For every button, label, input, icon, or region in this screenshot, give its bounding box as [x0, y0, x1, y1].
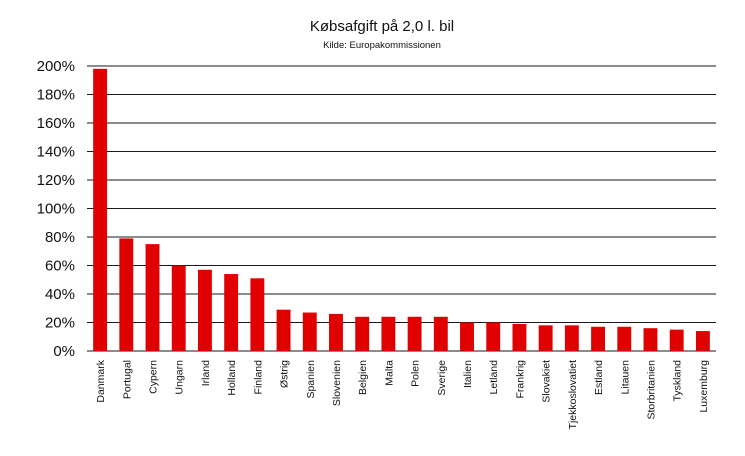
bar	[250, 278, 265, 351]
x-tick-label: Belgien	[357, 360, 369, 395]
y-tick-label: 20%	[45, 315, 75, 332]
x-tick-label: Danmark	[95, 359, 107, 402]
bar	[564, 325, 579, 351]
bar	[617, 326, 632, 351]
chart-subtitle: Kilde: Europakommissionen	[323, 40, 441, 51]
bar	[591, 326, 606, 351]
bar	[197, 269, 212, 351]
bar	[486, 322, 501, 351]
y-tick-label: 160%	[37, 115, 75, 132]
y-tick-label: 180%	[37, 87, 75, 104]
y-tick-label: 60%	[45, 258, 75, 275]
y-tick-label: 0%	[53, 343, 75, 360]
x-tick-label: Italien	[462, 360, 474, 388]
bar	[355, 316, 370, 351]
bar	[460, 322, 474, 351]
bar	[669, 329, 684, 351]
bar	[224, 274, 239, 351]
x-tick-label: Ungarn	[174, 360, 186, 395]
bar	[276, 309, 291, 351]
bar	[538, 325, 553, 351]
bars	[93, 68, 710, 351]
x-tick-label: Estland	[593, 360, 605, 395]
x-tick-label: Litauen	[619, 360, 631, 395]
x-tick-label: Luxemburg	[698, 360, 710, 413]
bar	[643, 328, 658, 351]
y-tick-label: 80%	[45, 229, 75, 246]
chart-title: Købsafgift på 2,0 l. bil	[310, 18, 454, 35]
bar	[302, 312, 317, 351]
y-tick-label: 100%	[37, 201, 75, 218]
bar	[171, 265, 186, 351]
gridlines	[87, 65, 716, 352]
y-tick-label: 200%	[37, 58, 75, 75]
x-tick-label: Irland	[200, 360, 212, 386]
bar	[93, 68, 108, 351]
bar	[407, 316, 422, 351]
y-tick-label: 140%	[37, 144, 75, 161]
x-tick-label: Letland	[488, 360, 500, 395]
x-tick-label: Slovakiet	[541, 360, 553, 403]
y-axis-ticks: 0% 20% 40% 60% 80% 100% 120% 140% 160% 180% 200%	[37, 58, 75, 360]
x-tick-label: Portugal	[121, 360, 133, 399]
x-tick-label: Tjekkoslovatiet	[567, 360, 579, 430]
bar	[329, 313, 343, 351]
x-tick-label: Polen	[410, 360, 422, 387]
x-tick-label: Malta	[383, 360, 395, 386]
x-tick-label: Spanien	[305, 360, 317, 399]
x-tick-label: Finland	[252, 360, 264, 395]
bar	[381, 316, 396, 351]
x-tick-label: Cypern	[148, 360, 160, 394]
bar	[433, 316, 448, 351]
bar	[512, 323, 527, 351]
x-tick-label: Tyskland	[672, 360, 684, 402]
y-tick-label: 40%	[45, 286, 75, 303]
x-tick-label: Sverige	[436, 360, 448, 396]
x-axis-ticks: Danmark Portugal Cypern Ungarn Irland Holland…	[95, 359, 710, 429]
y-tick-label: 120%	[37, 172, 75, 189]
x-tick-label: Østrig	[279, 360, 291, 388]
bar	[119, 238, 134, 351]
x-tick-label: Storbritanien	[645, 360, 657, 420]
bar	[145, 244, 160, 351]
x-tick-label: Slovenien	[331, 360, 343, 406]
x-tick-label: Holland	[226, 360, 238, 396]
bar	[695, 331, 710, 351]
x-tick-label: Frankrig	[514, 360, 526, 399]
